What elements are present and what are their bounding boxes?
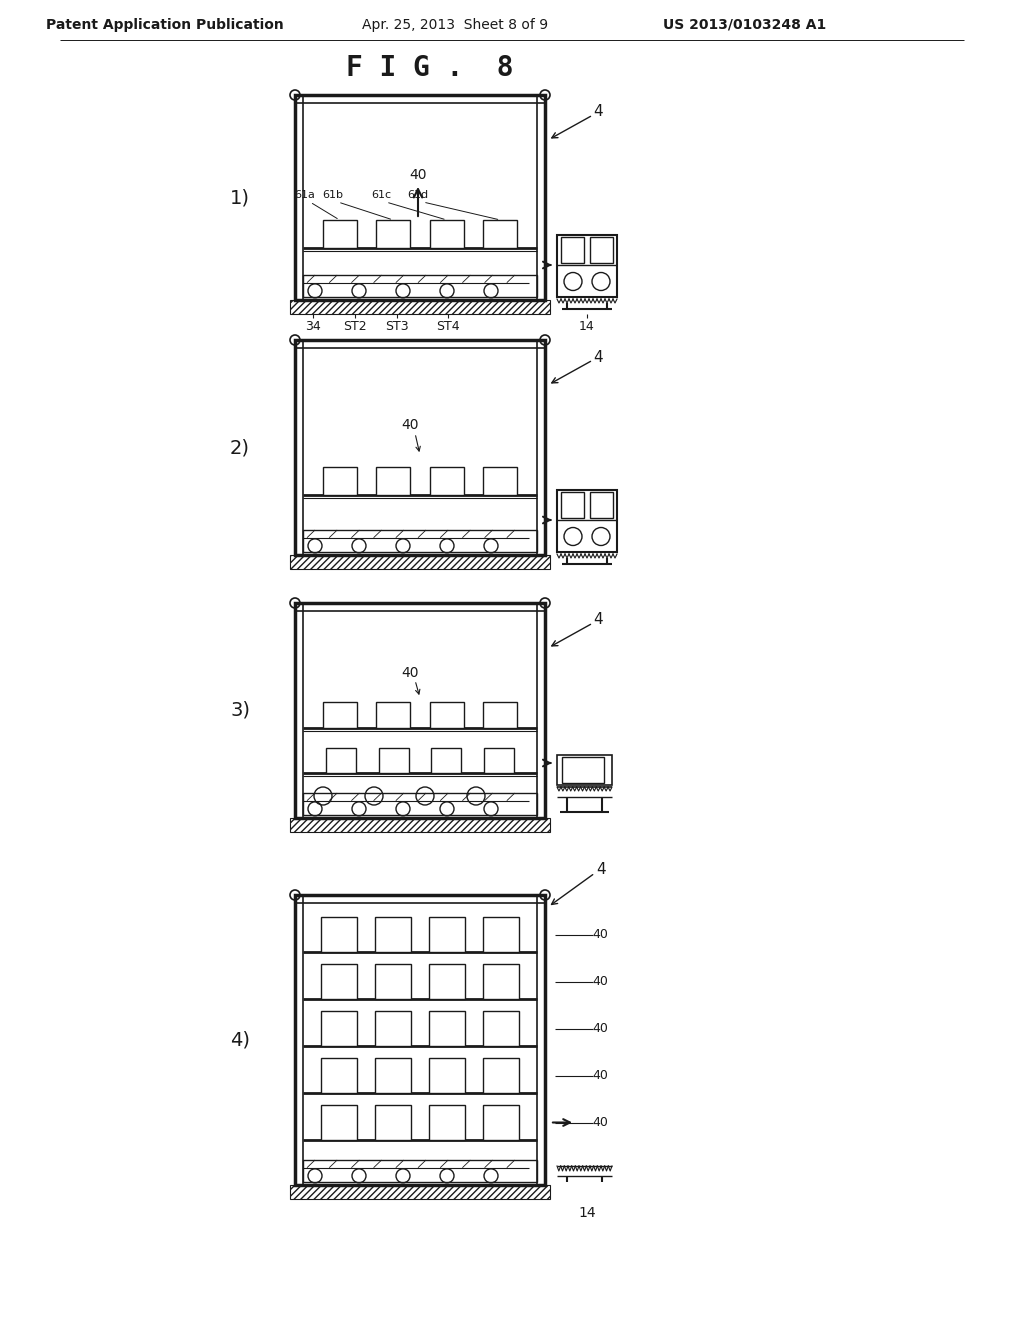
Bar (379, 748, 409, 774)
Bar (295, 895, 545, 1185)
Text: 40: 40 (592, 975, 608, 987)
Text: 61b: 61b (323, 190, 343, 201)
Bar (376, 220, 411, 248)
Bar (303, 531, 537, 552)
Text: US 2013/0103248 A1: US 2013/0103248 A1 (664, 18, 826, 32)
Bar (375, 1011, 411, 1045)
Bar (321, 1011, 357, 1045)
Bar (290, 300, 550, 314)
Bar (375, 1059, 411, 1093)
Bar (321, 1059, 357, 1093)
Text: 14: 14 (580, 319, 595, 333)
Bar (429, 1011, 465, 1045)
Text: Apr. 25, 2013  Sheet 8 of 9: Apr. 25, 2013 Sheet 8 of 9 (361, 18, 548, 32)
Bar (321, 964, 357, 999)
Text: 14: 14 (579, 1206, 596, 1220)
Bar (430, 467, 464, 495)
Text: 61a: 61a (295, 190, 315, 201)
Bar (431, 748, 462, 774)
Bar (430, 702, 464, 729)
Bar (326, 748, 355, 774)
Text: 34: 34 (305, 319, 321, 333)
Bar (483, 1059, 519, 1093)
Bar (484, 748, 514, 774)
Bar (590, 238, 613, 263)
Bar (557, 490, 617, 552)
Text: 1): 1) (230, 187, 250, 207)
Text: 4): 4) (230, 1031, 250, 1049)
Bar (557, 755, 612, 785)
Text: 40: 40 (592, 1115, 608, 1129)
Bar (483, 1105, 519, 1140)
Bar (295, 603, 545, 818)
Bar (483, 220, 517, 248)
Text: F I G .  8: F I G . 8 (346, 54, 514, 82)
Text: 61d: 61d (408, 190, 429, 201)
Text: ST2: ST2 (343, 319, 367, 333)
Text: 4: 4 (593, 612, 603, 627)
Bar (483, 964, 519, 999)
Bar (590, 492, 613, 517)
Bar (429, 964, 465, 999)
Bar (321, 917, 357, 952)
Bar (376, 702, 411, 729)
Bar (323, 702, 356, 729)
Bar (295, 341, 545, 554)
Text: 3): 3) (230, 701, 250, 719)
Bar (483, 917, 519, 952)
Bar (303, 275, 537, 297)
Text: 61c: 61c (371, 190, 391, 201)
Text: 4: 4 (596, 862, 606, 878)
Bar (429, 1105, 465, 1140)
Text: 40: 40 (401, 667, 419, 680)
Text: 40: 40 (592, 1022, 608, 1035)
Bar (303, 793, 537, 814)
Text: 4: 4 (593, 350, 603, 364)
Bar (321, 1105, 357, 1140)
Bar (561, 492, 584, 517)
Bar (290, 1185, 550, 1199)
Text: 4: 4 (593, 104, 603, 120)
Bar (323, 467, 356, 495)
Bar (375, 1105, 411, 1140)
Text: 40: 40 (410, 168, 427, 182)
Bar (557, 235, 617, 297)
Bar (295, 95, 545, 300)
Text: 2): 2) (230, 438, 250, 457)
Bar (430, 220, 464, 248)
Bar (483, 1011, 519, 1045)
Bar (562, 756, 604, 783)
Text: ST4: ST4 (436, 319, 460, 333)
Bar (375, 964, 411, 999)
Bar (429, 917, 465, 952)
Bar (290, 818, 550, 832)
Text: Patent Application Publication: Patent Application Publication (46, 18, 284, 32)
Bar (483, 467, 517, 495)
Bar (561, 238, 584, 263)
Text: 40: 40 (592, 1069, 608, 1082)
Bar (303, 1160, 537, 1181)
Text: 40: 40 (401, 418, 419, 432)
Text: 40: 40 (592, 928, 608, 941)
Text: ST3: ST3 (385, 319, 409, 333)
Bar (483, 702, 517, 729)
Bar (290, 554, 550, 569)
Bar (323, 220, 356, 248)
Bar (429, 1059, 465, 1093)
Bar (376, 467, 411, 495)
Bar (375, 917, 411, 952)
